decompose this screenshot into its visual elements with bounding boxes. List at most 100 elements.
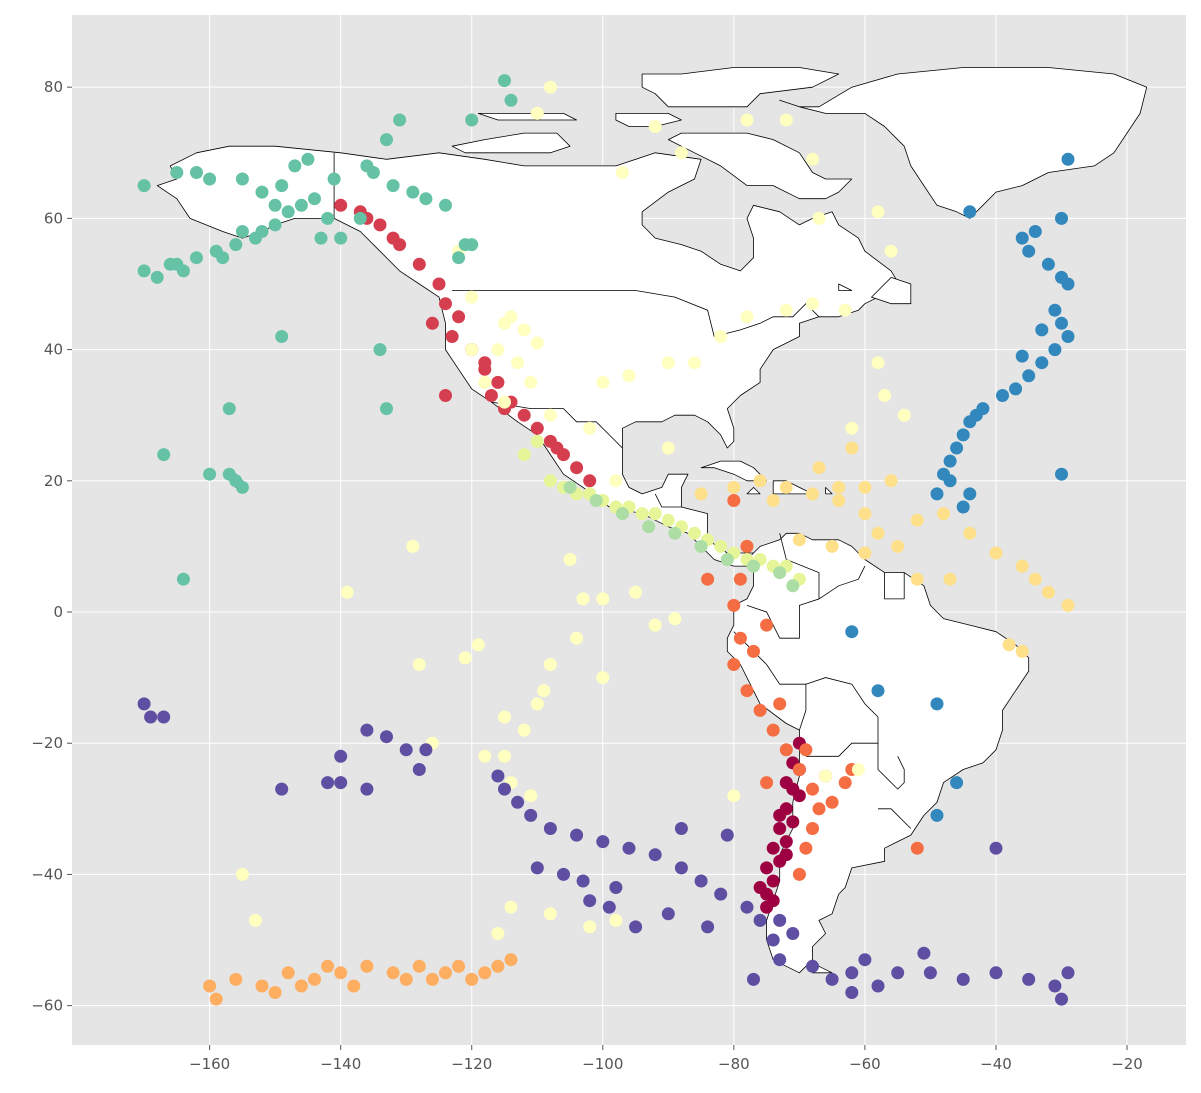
data-point [779,113,793,127]
land-polygon [667,132,853,200]
data-point [720,553,734,566]
data-point [845,625,859,639]
data-point [747,972,760,986]
data-point [812,211,826,225]
data-point [308,972,321,986]
data-point [753,474,767,488]
data-point [543,474,557,488]
data-point [838,776,852,790]
land-polygon [838,283,853,291]
data-point [1035,323,1049,337]
x-tick-label: −140 [320,1055,361,1073]
data-point [615,507,629,521]
data-point [1035,356,1049,370]
data-point [648,507,662,521]
data-point [733,631,747,645]
data-point [144,710,158,724]
data-point [439,297,452,311]
data-point [222,402,236,416]
data-point [229,238,243,252]
cluster-9 [845,152,1075,822]
data-point [727,598,741,612]
data-point [491,343,505,357]
data-point [1022,972,1036,986]
data-point [543,408,557,422]
data-point [812,461,826,475]
data-point [491,375,505,389]
data-point [806,782,819,796]
x-tick-label: −20 [1111,1055,1143,1073]
y-axis-ticks: −60 −40 −20 0 20 40 60 80 [31,78,72,1015]
data-point [884,244,898,258]
data-point [1041,585,1055,599]
data-point [465,343,479,357]
data-point [799,841,813,855]
data-point [249,913,262,927]
data-point [209,992,223,1006]
data-point [923,966,937,980]
data-point [576,592,590,606]
data-point [314,231,328,245]
data-point [1015,349,1029,363]
data-point [340,585,354,599]
data-point [963,526,977,540]
data-point [203,979,217,993]
data-point [871,356,885,370]
data-point [596,671,610,685]
data-point [275,330,289,343]
data-point [1022,369,1036,383]
data-point [727,789,741,803]
data-point [491,927,505,940]
data-point [779,835,793,849]
data-point [714,887,728,901]
data-point [661,441,675,455]
data-point [1009,382,1023,396]
cluster-8 [137,74,518,586]
x-tick-label: −60 [849,1055,881,1073]
cluster-7 [563,480,800,593]
data-point [478,966,492,980]
data-point [910,513,924,527]
data-point [609,913,623,927]
data-point [150,270,164,284]
data-point [327,172,341,186]
data-point [956,972,970,986]
data-point [740,539,754,553]
data-point [308,192,321,206]
y-tick-label: 0 [53,603,63,621]
y-tick-label: −60 [31,997,63,1015]
data-point [491,769,505,783]
data-point [871,684,885,698]
data-point [648,848,662,862]
land-polygon [825,487,833,495]
data-point [321,959,335,973]
data-point [956,500,970,514]
data-point [832,480,846,494]
data-point [439,389,452,402]
data-point [733,572,747,586]
data-point [792,867,806,881]
data-point [530,106,544,120]
cluster-10 [137,697,1075,1006]
data-point [596,835,610,849]
data-point [498,74,511,88]
data-point [1015,231,1029,245]
data-point [294,979,308,993]
data-point [661,356,675,370]
data-point [786,927,800,940]
data-point [760,618,774,632]
data-point [747,559,760,573]
data-point [589,494,603,507]
data-point [812,802,826,816]
data-point [563,480,577,494]
data-point [1055,211,1068,225]
data-point [642,520,656,534]
data-point [583,421,597,435]
data-point [1048,979,1062,993]
data-point [334,749,348,763]
data-point [334,198,348,212]
data-point [1061,277,1075,291]
earthquake-points [137,74,1075,1006]
data-point [406,185,420,199]
data-point [720,828,734,842]
